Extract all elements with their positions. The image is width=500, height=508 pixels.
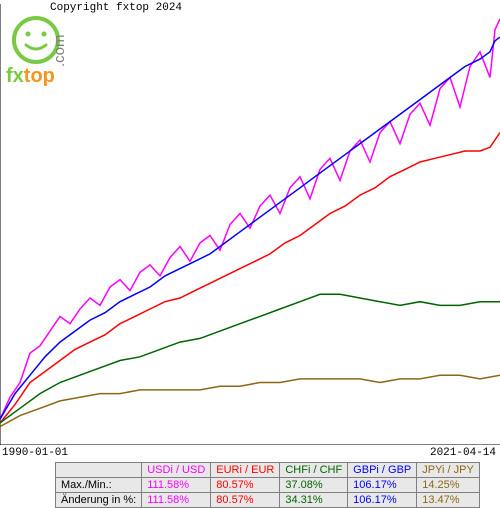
cell-max: 80.57% — [211, 478, 280, 493]
col-header: CHFi / CHF — [280, 463, 348, 478]
cell-max: 37.08% — [280, 478, 348, 493]
cell-max: 14.25% — [417, 478, 480, 493]
cell-chg: 34.31% — [280, 493, 348, 508]
date-end: 2021-04-14 — [430, 447, 496, 459]
cell-chg: 80.57% — [211, 493, 280, 508]
cell-chg: 111.58% — [142, 493, 211, 508]
col-header: JPYi / JPY — [417, 463, 480, 478]
date-start: 1990-01-01 — [2, 447, 68, 459]
col-header: GBPi / GBP — [348, 463, 417, 478]
series-JPYiJPY — [0, 375, 500, 426]
cell-max: 111.58% — [142, 478, 211, 493]
cell-chg: 13.47% — [417, 493, 480, 508]
series-CHFiCHF — [0, 294, 500, 423]
col-header: EURi / EUR — [211, 463, 280, 478]
col-header: USDi / USD — [142, 463, 211, 478]
cell-chg: 106.17% — [348, 493, 417, 508]
row-label-chg: Änderung in %: — [56, 493, 142, 508]
series-USDiUSD — [0, 19, 500, 420]
cell-max: 106.17% — [348, 478, 417, 493]
stats-table: USDi / USDEURi / EURCHFi / CHFGBPi / GBP… — [55, 462, 480, 508]
series-EURiEUR — [0, 133, 500, 423]
table-corner — [56, 463, 142, 478]
currency-inflation-chart — [0, 4, 500, 445]
row-label-max: Max./Min.: — [56, 478, 142, 493]
